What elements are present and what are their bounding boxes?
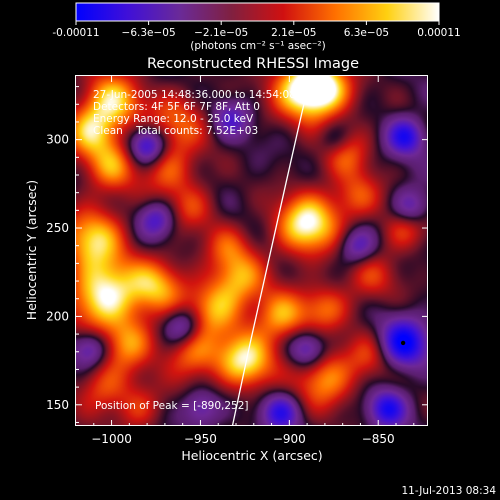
chart-title: Reconstructed RHESSI Image [147, 56, 359, 72]
colorbar-tick-label: −6.3e−05 [122, 27, 176, 39]
colorbar-unit-label: (photons cm⁻² s⁻¹ asec⁻²) [190, 40, 325, 52]
footer-timestamp: 11-Jul-2013 08:34 [401, 485, 496, 497]
observation-info: 27-Jun-2005 14:48:36.000 to 14:54:08.000… [93, 89, 319, 137]
peak-marker [400, 340, 406, 346]
x-axis-label: Heliocentric X (arcsec) [181, 448, 322, 463]
colorbar-ticks: -0.00011 −6.3e−05 −2.1e−05 2.1e−05 6.3e−05 0.… [52, 21, 461, 39]
info-line-detectors: Detectors: 4F 5F 6F 7F 8F, Att 0 [93, 101, 260, 113]
y-axis-ticks: 150 200 250 300 [46, 86, 428, 423]
x-tick-label: −950 [184, 432, 217, 446]
colorbar-tick-label: 2.1e−05 [271, 27, 316, 39]
x-tick-label: −1000 [91, 432, 132, 446]
plot-frame [75, 75, 428, 426]
marker-dot [400, 340, 406, 346]
x-axis-ticks: −1000 −950 −900 −850 [91, 76, 415, 446]
info-line-clean: Clean Total counts: 7.52E+03 [93, 125, 258, 137]
y-tick-label: 250 [46, 221, 69, 235]
x-tick-label: −900 [273, 432, 306, 446]
colorbar-tick-label: −2.1e−05 [194, 27, 248, 39]
info-line-time: 27-Jun-2005 14:48:36.000 to 14:54:08.000 [93, 89, 319, 101]
colorbar-tick-label: -0.00011 [52, 27, 99, 39]
x-tick-label: −850 [362, 432, 395, 446]
solar-limb-line [231, 75, 312, 426]
y-axis-label: Heliocentric Y (arcsec) [24, 180, 39, 320]
heatmap-image [76, 76, 428, 426]
colorbar-tick-label: 0.00011 [417, 27, 460, 39]
colorbar-tick-label: 6.3e−05 [344, 27, 389, 39]
y-tick-label: 300 [46, 133, 69, 147]
y-tick-label: 200 [46, 309, 69, 323]
y-tick-label: 150 [46, 398, 69, 412]
colorbar [75, 2, 440, 22]
peak-position-label: Position of Peak = [-890,252] [95, 400, 249, 412]
info-line-energy: Energy Range: 12.0 - 25.0 keV [93, 113, 254, 125]
